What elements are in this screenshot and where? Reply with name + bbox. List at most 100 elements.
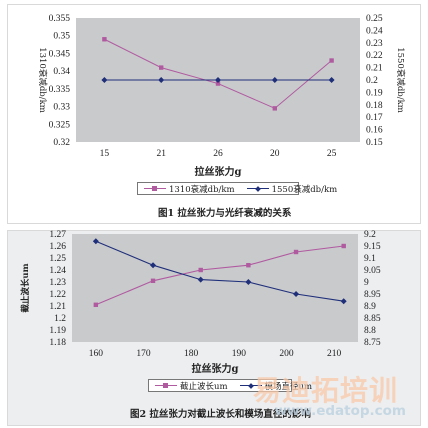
data-point-1550 [158,77,165,83]
data-point-mfd [197,276,204,283]
y-left-tick-label: 1.25 [49,254,66,264]
chart-svg-2: 1.18 1.19 1.2 1.21 1.22 1.23 1.24 1.25 1.26 1.27 8… [20,230,381,375]
data-point-1550 [101,77,108,83]
y-left-tick-label: 1.18 [49,338,66,348]
y-right-tick-label: 8.9 [364,302,376,312]
data-point-mfd [340,298,347,305]
y-right-tick-label: 0.23 [366,39,383,49]
chart-caption-2: 图2 拉丝张力对截止波长和模场直径的影响 [130,409,311,420]
legend-item-1310: 1310衰减db/km [144,183,235,195]
y-right-tick-label: 0.17 [366,113,383,123]
y-left-tick-label: 0.335 [49,85,71,95]
data-point-mfd [293,291,300,297]
chart-panel-1: 0.32 0.325 0.33 0.335 0.34 0.345 0.35 0.355 0.15… [7,4,421,224]
data-point-mfd [150,262,157,269]
legend-swatch-1310 [144,185,166,193]
x-tick-label: 20 [270,149,280,159]
data-point-1550 [328,77,335,83]
y-left-tick-label: 1.22 [49,290,66,300]
y-left-tick-label: 1.21 [49,302,66,312]
legend-swatch-cutoff [155,382,177,390]
series-line-mfd [95,240,344,302]
y-left-tick-label: 0.355 [49,14,71,24]
data-point-cutoff [246,263,251,268]
data-point-cutoff [150,278,156,283]
legend-item-1550: 1550衰减db/km [246,183,338,195]
y-right-tick-label: 0.25 [366,14,383,24]
y-right-tick-label: 9 [364,278,369,288]
data-point-1310 [215,81,221,86]
y-left-tick-label: 0.34 [53,67,70,77]
chart-panel-2: 1.18 1.19 1.2 1.21 1.22 1.23 1.24 1.25 1.26 1.27 8… [0,226,428,428]
data-point-1310 [159,65,164,70]
y-left-tick-label: 0.35 [53,32,70,42]
y-left-tick-label: 1.24 [49,266,66,276]
y-axis-title-left: 1310衰减db/km [37,47,48,113]
chart-caption-1: 图1 拉丝张力与光纤衰减的关系 [158,208,292,219]
legend-item-cutoff: 截止波长um [155,380,228,392]
y-left-tick-label: 1.23 [49,278,66,288]
y-right-tick-label: 0.2 [366,76,378,86]
data-point-cutoff [93,302,99,307]
data-point-mfd [92,238,99,245]
data-point-cutoff [341,243,346,249]
plot-area-2 [72,234,358,342]
y-left-tick-label: 1.2 [54,314,66,324]
y-right-tick-label: 9.15 [364,242,381,252]
y-left-tick-label: 0.33 [53,103,70,113]
y-right-tick-label: 9.05 [364,266,381,276]
y-right-tick-label: 0.24 [366,26,383,36]
x-tick-label: 15 [100,149,110,159]
data-point-1310 [102,37,107,42]
x-tick-label: 190 [232,349,247,359]
watermark-brand: 易迪拓培训 [252,374,398,407]
legend-1: 1310衰减db/km 1550衰减db/km [137,182,337,195]
data-point-mfd [245,279,252,285]
y-right-tick-label: 8.8 [364,326,376,336]
legend-swatch-mfd [239,382,262,390]
x-tick-label: 21 [156,149,166,159]
y-left-tick-label: 0.32 [53,138,70,148]
y-right-tick-label: 8.75 [364,338,381,348]
data-point-1310 [272,106,277,111]
x-tick-label: 26 [213,149,223,159]
data-point-cutoff [293,249,299,255]
y-right-tick-label: 0.16 [366,126,383,136]
data-point-1310 [329,58,334,63]
series-line-cutoff [95,245,344,306]
y-left-tick-label: 0.325 [49,120,71,130]
legend-label-1550: 1550衰减db/km [271,184,338,195]
data-point-1550 [271,77,278,83]
y-axis-title-left: 截止波长um [20,263,31,312]
data-point-cutoff [198,267,203,273]
legend-label-1310: 1310衰减db/km [169,184,235,195]
y-right-tick-label: 8.95 [364,290,381,300]
y-left-tick-label: 1.27 [49,230,66,240]
series-line-1310 [104,38,332,109]
legend-label-cutoff: 截止波长um [180,381,228,392]
y-axis-title-right: 1550衰减db/km [395,47,406,113]
legend-item-mfd: 模场直径um [239,380,313,392]
y-right-tick-label: 0.15 [366,138,383,148]
y-right-tick-label: 0.18 [366,101,383,111]
y-right-tick-label: 9.1 [364,254,376,264]
x-tick-label: 180 [184,349,199,359]
y-right-tick-label: 8.85 [364,314,381,324]
y-left-tick-label: 1.19 [49,326,66,336]
x-tick-label: 170 [136,349,151,359]
x-tick-label: 200 [279,349,294,359]
x-tick-label: 25 [327,149,337,159]
chart-svg-1: 0.32 0.325 0.33 0.335 0.34 0.345 0.35 0.355 0.15… [37,14,406,178]
legend-2: 截止波长um 模场直径um [148,379,312,392]
x-tick-label: 210 [327,349,342,359]
x-axis-title: 拉丝张力g [195,165,242,178]
x-axis-title: 拉丝张力g [192,362,239,375]
y-right-tick-label: 0.19 [366,88,383,98]
y-right-tick-label: 0.22 [366,51,383,61]
y-left-tick-label: 1.26 [49,242,66,252]
legend-label-mfd: 模场直径um [264,381,313,392]
y-left-tick-label: 0.345 [49,49,71,59]
legend-swatch-1550 [246,185,269,193]
y-right-tick-label: 9.2 [364,230,376,240]
y-right-tick-label: 0.21 [366,64,383,74]
